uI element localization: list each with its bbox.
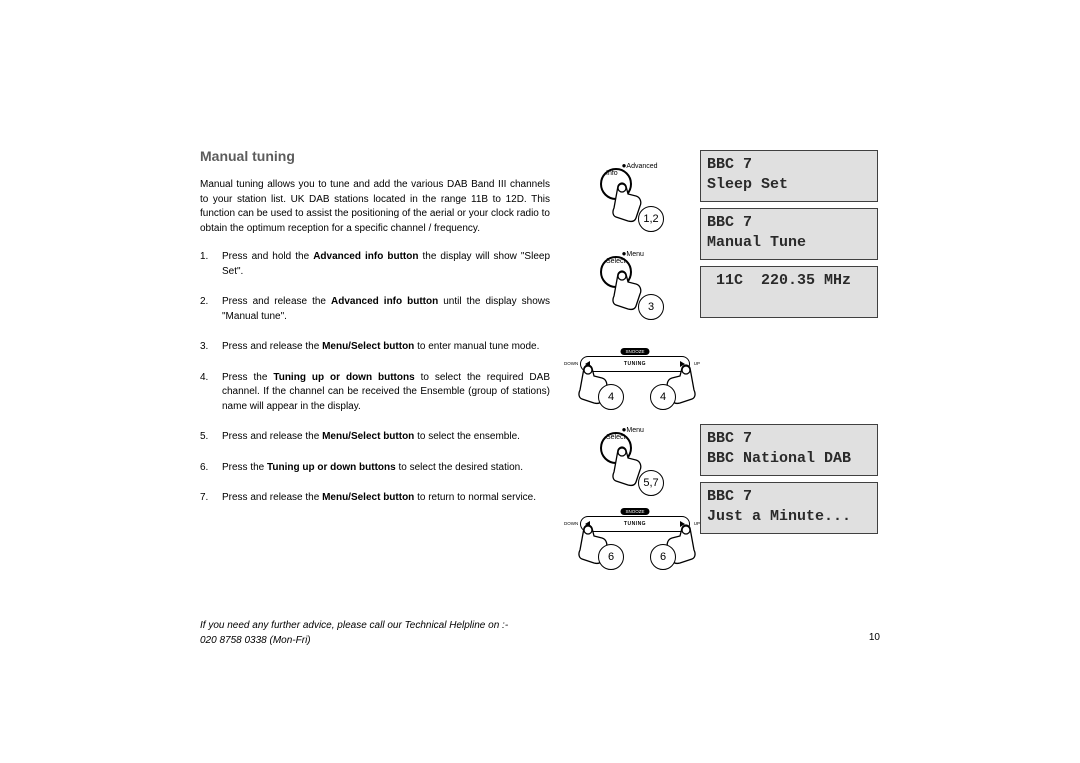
footer: If you need any further advice, please c… <box>200 618 880 648</box>
tuning-bar-1: SNOOZE TUNING DOWN UP 4 4 <box>580 356 690 386</box>
step-number: 2. <box>200 295 208 310</box>
lcd-manual-tune: BBC 7 Manual Tune <box>700 208 878 260</box>
step-tag: 4 <box>650 384 676 410</box>
step-text-bold: Tuning up or down buttons <box>267 462 396 473</box>
step-number: 1. <box>200 250 208 265</box>
step-text-bold: Menu/Select button <box>322 431 414 442</box>
step-text-pre: Press and release the <box>222 296 331 307</box>
step-text-post: to return to normal service. <box>414 492 536 503</box>
step-tag: 4 <box>598 384 624 410</box>
step-number: 6. <box>200 461 208 476</box>
step-text-pre: Press the <box>222 372 273 383</box>
text-column: Manual tuning Manual tuning allows you t… <box>200 148 550 522</box>
step-text-pre: Press and release the <box>222 341 322 352</box>
press-menu-select-2: ●Menu Select 5,7 <box>600 432 632 464</box>
lcd-station: BBC 7 Just a Minute... <box>700 482 878 534</box>
step-text-pre: Press and hold the <box>222 251 313 262</box>
press-advanced-info: ●Advanced Info 1,2 <box>600 168 632 200</box>
step-text-pre: Press the <box>222 462 267 473</box>
tuning-bar-2: SNOOZE TUNING DOWN UP 6 6 <box>580 516 690 546</box>
lcd-line-2: Just a Minute... <box>707 507 871 527</box>
tuning-label: TUNING <box>624 361 646 367</box>
step-item: 5. Press and release the Menu/Select butt… <box>200 430 550 445</box>
step-text-pre: Press and release the <box>222 431 322 442</box>
step-text-pre: Press and release the <box>222 492 322 503</box>
page-heading: Manual tuning <box>200 148 550 164</box>
snooze-label: SNOOZE <box>620 348 649 355</box>
step-text-bold: Advanced info button <box>331 296 438 307</box>
lcd-line-2: BBC National DAB <box>707 449 871 469</box>
lcd-sleep-set: BBC 7 Sleep Set <box>700 150 878 202</box>
step-item: 3. Press and release the Menu/Select butt… <box>200 340 550 355</box>
lcd-line-2: Manual Tune <box>707 233 871 253</box>
lcd-line-2: Sleep Set <box>707 175 871 195</box>
step-number: 7. <box>200 491 208 506</box>
step-text-post: to select the ensemble. <box>414 431 520 442</box>
step-tag: 5,7 <box>638 470 664 496</box>
step-list: 1. Press and hold the Advanced info butto… <box>200 250 550 506</box>
step-item: 1. Press and hold the Advanced info butto… <box>200 250 550 279</box>
page-number: 10 <box>869 632 880 643</box>
step-text-post: to enter manual tune mode. <box>414 341 539 352</box>
lcd-ensemble: BBC 7 BBC National DAB <box>700 424 878 476</box>
step-text-bold: Menu/Select button <box>322 341 414 352</box>
step-tag: 6 <box>598 544 624 570</box>
press-menu-select-1: ●Menu Select 3 <box>600 256 632 288</box>
step-text-bold: Menu/Select button <box>322 492 414 503</box>
tuning-label: TUNING <box>624 521 646 527</box>
footer-line-1: If you need any further advice, please c… <box>200 618 880 633</box>
step-text-post: to select the desired station. <box>396 462 523 473</box>
intro-paragraph: Manual tuning allows you to tune and add… <box>200 178 550 236</box>
step-item: 4.Press the Tuning up or down buttons to… <box>200 371 550 415</box>
step-item: 7. Press and release the Menu/Select butt… <box>200 491 550 506</box>
step-tag: 3 <box>638 294 664 320</box>
lcd-line-1: BBC 7 <box>707 213 871 233</box>
step-number: 5. <box>200 430 208 445</box>
step-number: 4. <box>200 371 208 386</box>
step-item: 2. Press and release the Advanced info bu… <box>200 295 550 324</box>
step-item: 6. Press the Tuning up or down buttons to… <box>200 461 550 476</box>
lcd-frequency: 11C 220.35 MHz <box>700 266 878 318</box>
lcd-line-1: BBC 7 <box>707 487 871 507</box>
lcd-line-2: 11C 220.35 MHz <box>707 271 871 291</box>
footer-line-2: 020 8758 0338 (Mon-Fri) <box>200 633 880 648</box>
step-text-bold: Tuning up or down buttons <box>273 372 414 383</box>
step-tag: 1,2 <box>638 206 664 232</box>
step-tag: 6 <box>650 544 676 570</box>
lcd-line-1: BBC 7 <box>707 429 871 449</box>
lcd-line-1: BBC 7 <box>707 155 871 175</box>
step-number: 3. <box>200 340 208 355</box>
snooze-label: SNOOZE <box>620 508 649 515</box>
step-text-bold: Advanced info button <box>313 251 418 262</box>
